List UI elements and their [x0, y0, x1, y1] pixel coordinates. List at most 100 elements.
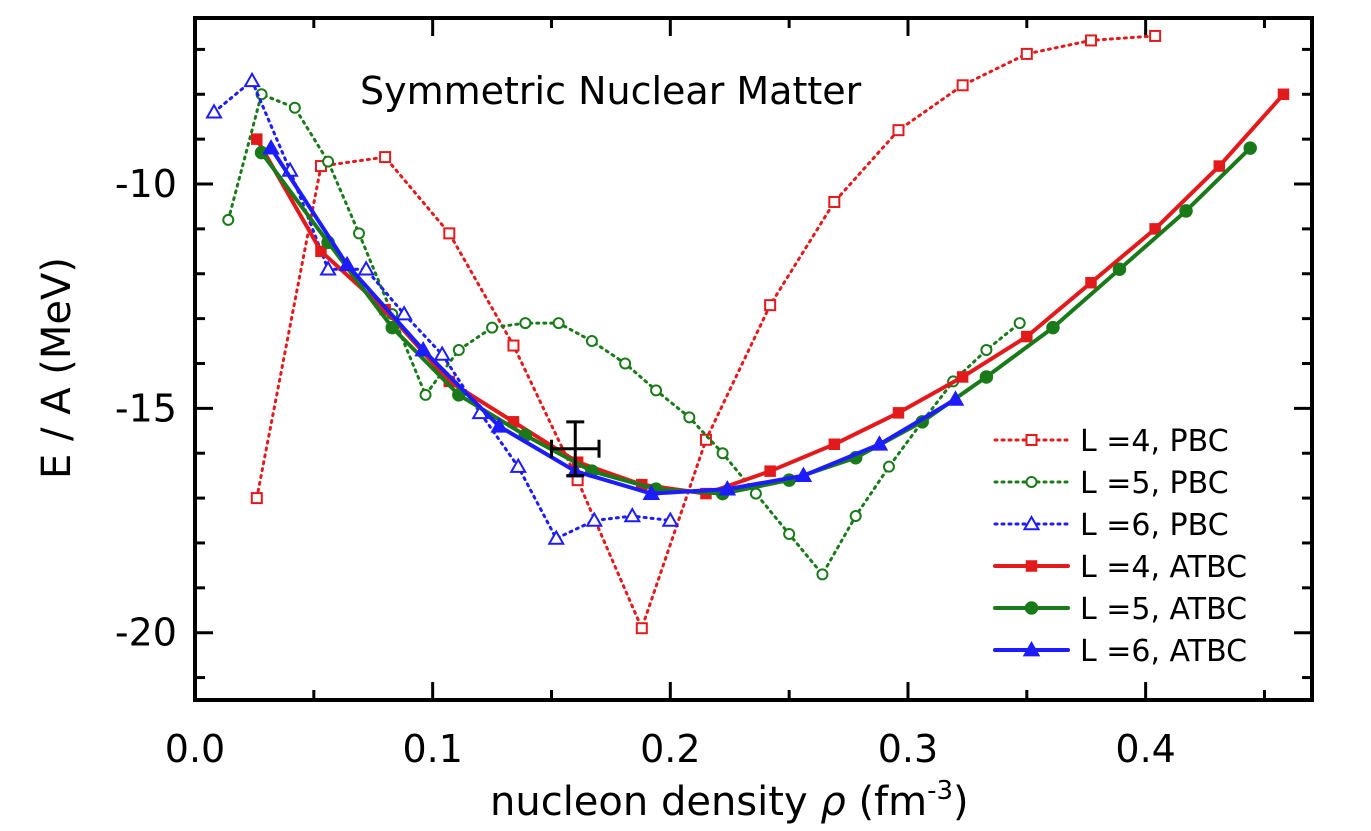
- data-point: [1112, 262, 1127, 277]
- data-point: [849, 510, 862, 523]
- data-point: [764, 465, 776, 477]
- legend-label: L =6, ATBC: [1080, 634, 1247, 669]
- data-point: [892, 407, 905, 419]
- data-point: [828, 438, 841, 450]
- data-point: [250, 492, 263, 505]
- data-point: [433, 345, 451, 361]
- x-axis-label: nucleon density ρ (fm-3): [490, 776, 969, 825]
- empirical-point: [549, 420, 601, 478]
- data-point: [490, 417, 508, 433]
- data-point: [486, 321, 499, 334]
- legend-label: L =5, PBC: [1080, 466, 1229, 501]
- y-tick-label: -10: [115, 162, 177, 206]
- y-tick-label: -15: [115, 386, 177, 430]
- data-point: [338, 255, 356, 272]
- series-line: [259, 146, 1253, 496]
- data-point: [1020, 47, 1033, 60]
- data-point: [683, 411, 696, 424]
- legend-entry-3: L =6, PBC: [993, 508, 1229, 543]
- legend-label: L =4, PBC: [1080, 424, 1229, 459]
- data-point: [315, 245, 327, 258]
- data-point: [395, 305, 413, 321]
- data-point: [1149, 29, 1162, 42]
- data-point: [623, 507, 642, 523]
- data-point: [1213, 160, 1226, 172]
- data-point: [452, 388, 466, 402]
- axis-ticks: [193, 18, 1312, 700]
- data-point: [1243, 141, 1257, 155]
- data-point: [635, 622, 648, 635]
- data-point: [585, 511, 603, 527]
- legend-label: L =4, ATBC: [1080, 550, 1247, 585]
- legend-label: L =5, ATBC: [1080, 592, 1247, 627]
- data-point: [1277, 88, 1290, 101]
- data-point: [419, 388, 432, 401]
- data-point: [357, 260, 375, 276]
- data-point: [749, 487, 762, 500]
- data-point: [716, 447, 729, 460]
- chart-title: Symmetric Nuclear Matter: [360, 69, 862, 113]
- data-point: [222, 213, 235, 226]
- legend-entry-1: L =4, PBC: [993, 424, 1229, 459]
- x-tick-label: 0.2: [640, 727, 700, 771]
- data-point: [642, 484, 661, 500]
- data-point: [452, 344, 465, 357]
- series-2: [222, 88, 1026, 581]
- data-point: [1025, 434, 1038, 446]
- data-point: [956, 79, 969, 92]
- series-1: [250, 29, 1162, 635]
- tick-labels: 0.0 0.1 0.2 0.3 0.4 -10 -15 -20: [115, 162, 1176, 771]
- x-tick-label: 0.1: [402, 727, 462, 771]
- data-point: [882, 460, 895, 473]
- x-axis-label-main: nucleon density: [490, 779, 820, 825]
- data-point: [1022, 640, 1041, 657]
- data-point: [870, 435, 889, 451]
- data-point: [507, 339, 520, 352]
- plot-frame: [193, 16, 1314, 702]
- legend-entry-4: L =4, ATBC: [993, 550, 1247, 585]
- data-point: [385, 320, 400, 335]
- data-point: [1025, 560, 1038, 572]
- data-point: [205, 103, 223, 119]
- data-point: [1149, 223, 1161, 235]
- data-point: [946, 390, 965, 406]
- legend: L =4, PBC L =5, PBC L =6, PBC L =4, ATBC L =…: [993, 424, 1247, 669]
- data-point: [379, 151, 392, 164]
- legend-entry-6: L =6, ATBC: [993, 634, 1247, 669]
- legend-entry-5: L =5, ATBC: [993, 592, 1247, 627]
- data-point: [816, 568, 829, 581]
- data-point: [1021, 330, 1033, 343]
- series-line: [269, 146, 958, 496]
- x-axis-label-symbol: ρ: [820, 779, 845, 825]
- series-layer: [205, 29, 1290, 635]
- data-point: [718, 480, 737, 496]
- x-axis-label-unit: (fm: [846, 779, 927, 825]
- data-point: [892, 124, 905, 137]
- data-point: [828, 195, 841, 208]
- series-5: [254, 141, 1257, 501]
- data-point: [322, 155, 335, 168]
- data-point: [251, 133, 263, 145]
- data-point: [979, 370, 994, 384]
- series-line: [226, 92, 1022, 576]
- data-point: [509, 457, 527, 473]
- x-tick-label: 0.0: [165, 727, 225, 771]
- data-point: [1024, 601, 1039, 615]
- data-point: [1013, 317, 1026, 330]
- data-point: [1084, 34, 1097, 47]
- series-6: [262, 139, 965, 500]
- data-point: [319, 260, 337, 276]
- data-point: [619, 357, 632, 370]
- data-point: [414, 341, 432, 357]
- series-3: [205, 71, 680, 545]
- data-point: [661, 511, 680, 527]
- legend-entry-2: L =5, PBC: [993, 466, 1229, 501]
- data-point: [783, 527, 796, 540]
- data-point: [1022, 514, 1041, 531]
- data-point: [288, 101, 301, 114]
- data-point: [519, 317, 532, 330]
- data-point: [764, 299, 777, 312]
- data-point: [1025, 476, 1038, 488]
- data-point: [956, 371, 969, 383]
